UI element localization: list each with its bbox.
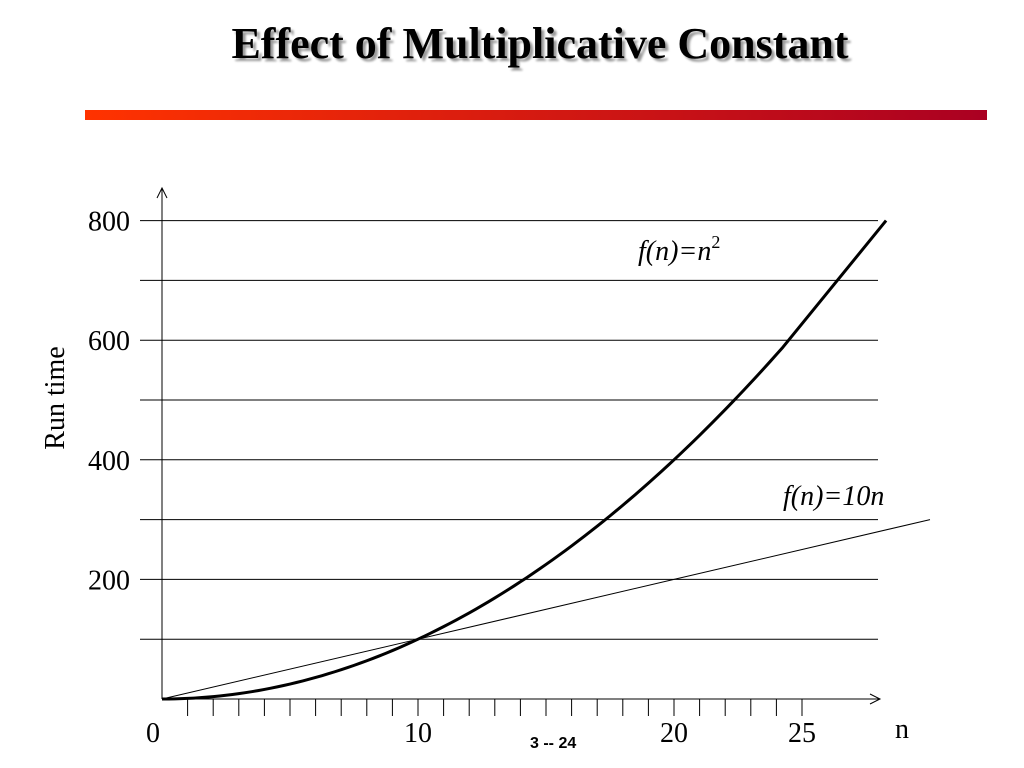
x-tick-label: 25 [788, 718, 816, 749]
y-tick-label: 200 [88, 565, 130, 596]
y-axis-arrow [156, 186, 168, 199]
series-label: f(n)=10n [783, 481, 884, 512]
x-tick-label: 20 [660, 718, 688, 749]
x-tick-label: 0 [146, 718, 160, 749]
x-tick-label: 10 [404, 718, 432, 749]
series-line [161, 519, 931, 700]
y-tick-label: 400 [88, 446, 130, 477]
series-line [161, 219, 888, 701]
y-tick-label: 600 [88, 326, 130, 357]
series-label: f(n)=n2 [638, 232, 720, 267]
y-axis-label: Run time [40, 346, 71, 449]
slide-title: Effect of Multiplicative Constant [231, 19, 849, 68]
title-rule [85, 110, 987, 120]
x-axis-label: n [895, 714, 909, 745]
y-tick-label: 800 [88, 207, 130, 238]
x-axis-arrow [869, 693, 882, 705]
slide-number: 3 -- 24 [530, 735, 577, 752]
